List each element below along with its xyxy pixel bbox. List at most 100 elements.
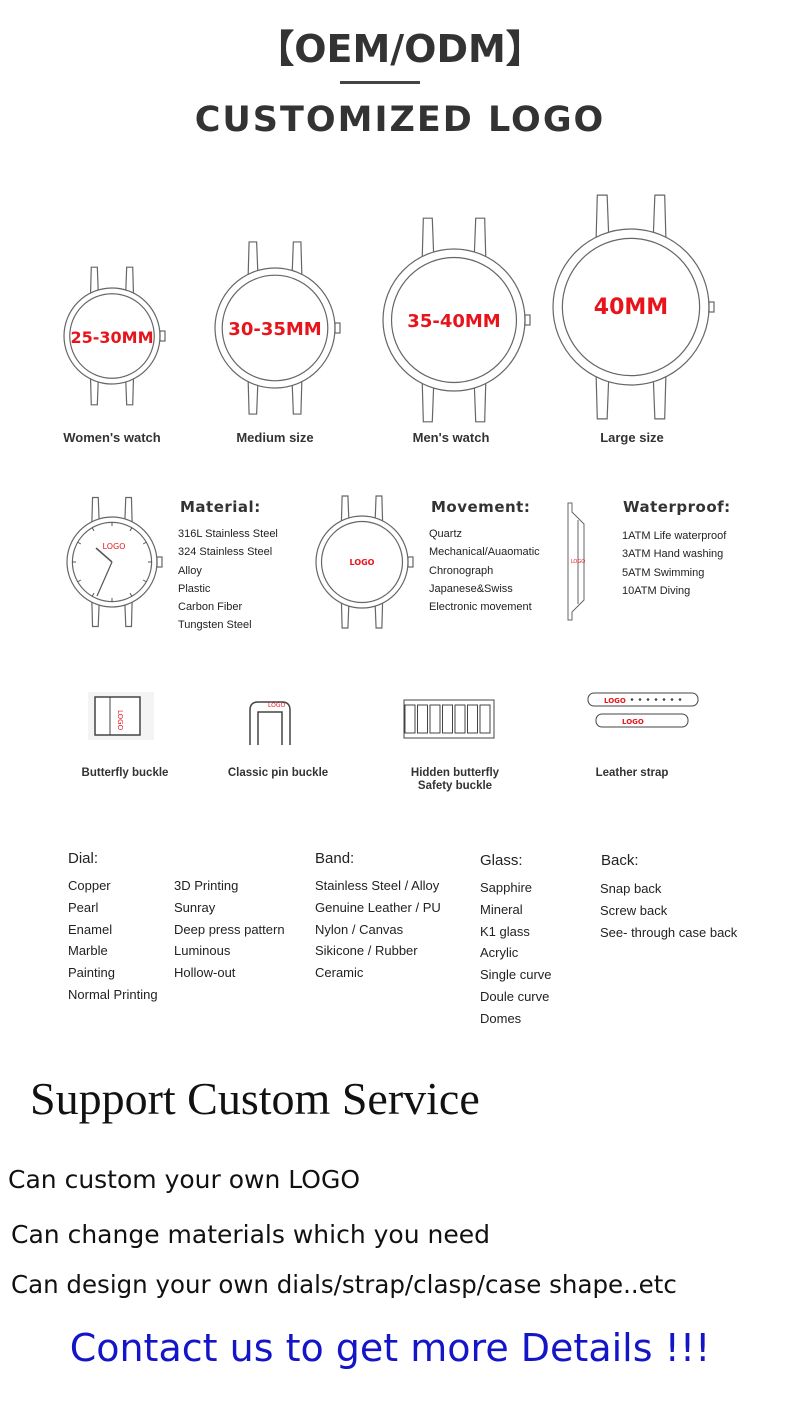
- logo-text: LOGO: [571, 559, 585, 565]
- watch-lug: [124, 496, 133, 527]
- watch-lug: [91, 597, 100, 628]
- bracelet-link: [454, 704, 466, 734]
- list-item: Domes: [480, 1010, 522, 1026]
- bracelet-link: [467, 704, 478, 734]
- watch-lug: [89, 373, 100, 406]
- list-item: 10ATM Diving: [622, 584, 691, 597]
- watch-lug: [595, 367, 610, 420]
- bracelet-link: [442, 704, 453, 734]
- list-item: Pearl: [68, 899, 99, 915]
- list-item: Stainless Steel / Alloy: [315, 878, 440, 893]
- list-item: K1 glass: [480, 923, 530, 939]
- list-item: Nylon / Canvas: [315, 921, 404, 937]
- watch-lug: [247, 374, 259, 415]
- leather-strap-short: [595, 713, 689, 728]
- logo-text: LOGO: [350, 558, 375, 567]
- hour-marker: [77, 541, 82, 545]
- watch-lug: [374, 495, 384, 527]
- buckle-label-pin: Classic pin buckle: [227, 767, 329, 779]
- list-item: Screw back: [600, 902, 668, 918]
- watch-bezel: [561, 237, 701, 377]
- list-item: Sapphire: [480, 880, 533, 895]
- leather-strap-long: [587, 692, 699, 707]
- watch-crown: [708, 301, 715, 313]
- dial-list-2: 3D Printing Sunray Deep press pattern Lu…: [174, 875, 285, 984]
- minute-hand: [96, 561, 113, 597]
- watch-lug: [473, 217, 487, 265]
- material-heading: Material:: [180, 498, 261, 516]
- watch-lug: [124, 597, 133, 628]
- dial-heading: Dial:: [68, 850, 99, 867]
- watch-lug: [652, 194, 667, 247]
- list-item: Painting: [68, 965, 115, 981]
- list-item: Deep press pattern: [174, 921, 285, 937]
- movement-heading: Movement:: [431, 498, 531, 516]
- watch-crown: [524, 314, 531, 326]
- strap-hole: [670, 698, 674, 701]
- watch-crown: [159, 330, 166, 342]
- watch-lug: [124, 373, 135, 406]
- list-item: Copper: [68, 878, 111, 893]
- pin-buckle: [249, 701, 291, 745]
- watch-lug: [247, 241, 259, 282]
- hour-marker: [129, 527, 133, 532]
- size-label-women: Women's watch: [63, 430, 161, 445]
- list-item: 5ATM Swimming: [622, 566, 705, 579]
- list-item: 316L Stainless Steel: [178, 528, 278, 540]
- strap-hole: [654, 698, 658, 701]
- list-item: Chronograph: [429, 564, 494, 577]
- movement-watch: [315, 495, 414, 629]
- watch-lug: [652, 367, 667, 420]
- list-item: Sunray: [174, 899, 216, 915]
- watch-bezel: [69, 293, 155, 379]
- watch-size-text: 35-40MM: [407, 311, 500, 332]
- movement-list: Quartz Mechanical/Auaomatic Chronograph …: [429, 525, 540, 616]
- logo-text: LOGO: [268, 702, 286, 709]
- watch-lug: [421, 375, 435, 423]
- buckle-label-butterfly: Butterfly buckle: [81, 767, 169, 779]
- customized-logo-heading: CUSTOMIZED LOGO: [194, 100, 606, 140]
- list-item: Normal Printing: [68, 986, 158, 1002]
- size-label-large: Large size: [600, 430, 664, 445]
- list-item: Single curve: [480, 967, 552, 983]
- bracelet-link: [479, 704, 491, 734]
- logo-text: LOGO: [103, 542, 126, 551]
- list-item: Acrylic: [480, 945, 519, 961]
- strap-hole: [630, 698, 634, 701]
- watch-lug: [421, 217, 435, 265]
- logo-text: LOGO: [622, 718, 644, 726]
- hidden-buckle: [403, 699, 495, 739]
- strap-hole: [678, 698, 682, 701]
- watch-bezel: [390, 256, 518, 384]
- list-item: Carbon Fiber: [178, 601, 243, 614]
- list-item: Marble: [68, 943, 108, 959]
- service-line-logo: Can custom your own LOGO: [8, 1165, 361, 1194]
- list-item: Ceramic: [315, 965, 364, 981]
- list-item: Quartz: [429, 528, 463, 540]
- watch-lug: [291, 374, 303, 415]
- list-item: Mechanical/Auaomatic: [429, 546, 540, 559]
- list-item: Alloy: [178, 564, 202, 577]
- list-item: 3ATM Hand washing: [622, 548, 724, 561]
- oem-odm-title: 【OEM/ODM】: [256, 27, 544, 71]
- material-watch: [66, 496, 163, 628]
- logo-text: LOGO: [116, 710, 124, 731]
- hour-marker: [91, 527, 95, 532]
- list-item: Plastic: [178, 582, 211, 595]
- list-item: 324 Stainless Steel: [178, 546, 273, 559]
- size-label-medium: Medium size: [236, 430, 314, 445]
- title-divider: [340, 81, 420, 84]
- strap-hole: [638, 698, 642, 701]
- list-item: Sikicone / Rubber: [315, 943, 418, 959]
- list-item: 3D Printing: [174, 878, 239, 893]
- watch-size-text: 30-35MM: [228, 319, 321, 340]
- hour-marker: [129, 592, 133, 597]
- list-item: Tungsten Steel: [178, 619, 252, 632]
- contact-cta[interactable]: Contact us to get more Details !!!: [69, 1326, 711, 1370]
- list-item: Electronic movement: [429, 601, 532, 614]
- material-list: 316L Stainless Steel 324 Stainless Steel…: [178, 525, 278, 635]
- watch-lug: [473, 375, 487, 423]
- band-list: Stainless Steel / Alloy Genuine Leather …: [315, 875, 441, 984]
